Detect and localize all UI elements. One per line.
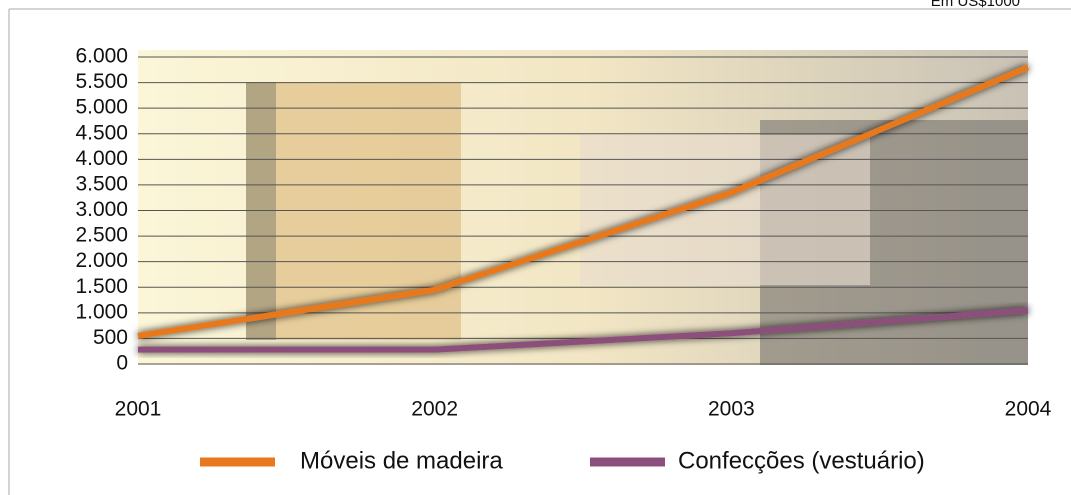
x-tick-label: 2004 (1005, 398, 1052, 421)
y-tick-label: 5.500 (75, 70, 128, 93)
y-tick-label: 5.000 (75, 96, 128, 119)
y-tick-label: 2.000 (75, 249, 128, 272)
y-tick-label: 500 (93, 326, 128, 349)
legend-label: Móveis de madeira (300, 447, 503, 474)
y-tick-label: 6.000 (75, 45, 128, 68)
series-line (138, 307, 1029, 353)
x-tick-label: 2003 (708, 398, 755, 421)
y-tick-label: 0 (116, 352, 128, 375)
y-tick-label: 2.500 (75, 224, 128, 247)
y-tick-label: 4.000 (75, 147, 128, 170)
legend-label: Confecções (vestuário) (678, 447, 925, 474)
y-tick-label: 1.500 (75, 275, 128, 298)
x-tick-label: 2002 (411, 398, 458, 421)
annotation: Em US$1000 (931, 0, 1020, 10)
y-tick-label: 1.000 (75, 300, 128, 323)
y-tick-label: 4.500 (75, 121, 128, 144)
series-line (137, 64, 1030, 339)
y-tick-label: 3.000 (75, 198, 128, 221)
x-tick-label: 2001 (115, 398, 162, 421)
y-tick-label: 3.500 (75, 172, 128, 195)
